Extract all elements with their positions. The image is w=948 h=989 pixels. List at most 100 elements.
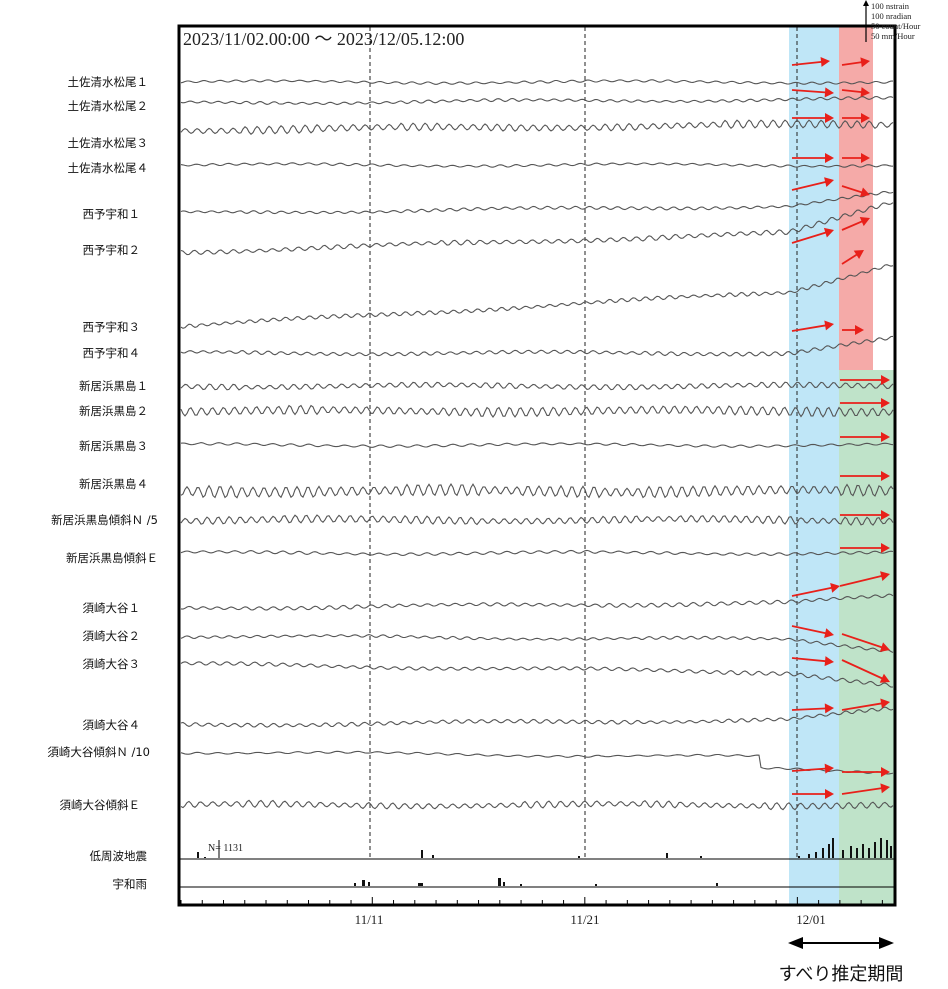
red-arrowhead-icon (881, 432, 890, 442)
red-arrowhead-icon (879, 673, 890, 683)
red-arrowhead-icon (824, 87, 834, 98)
red-arrow-shaft (841, 61, 863, 66)
series-trace (180, 799, 894, 811)
red-arrowhead-icon (820, 56, 830, 67)
series-label: 新居浜黒島４ (79, 477, 148, 491)
x-tick-label: 12/01 (796, 912, 826, 927)
lfe-bar (798, 856, 800, 858)
series-label: 土佐清水松尾４ (68, 161, 149, 175)
lfe-bar (808, 854, 810, 858)
rain-bar (418, 883, 423, 886)
red-arrowhead-icon (880, 571, 890, 581)
series-trace (180, 549, 894, 557)
series-trace (180, 750, 894, 775)
x-tick-label: 11/21 (570, 912, 599, 927)
series-label: 西予宇和１ (83, 207, 141, 221)
series-label: 新居浜黒島傾斜Ｎ /5 (51, 513, 158, 527)
lfe-bar (868, 848, 870, 858)
slip-period-bracket: すべり推定期間 (779, 937, 904, 985)
red-arrow-shaft (791, 89, 827, 94)
red-arrowhead-icon (881, 471, 890, 481)
slip-period-label: すべり推定期間 (779, 964, 904, 985)
vertical-gridlines (369, 27, 798, 858)
red-arrow-shaft (791, 586, 834, 597)
lfe-bar (856, 848, 858, 858)
series-trace (180, 381, 894, 391)
red-arrowhead-icon (825, 789, 834, 799)
series-label: 西予宇和４ (83, 346, 141, 360)
rain-bar (362, 880, 365, 886)
red-arrow-shaft (791, 657, 827, 663)
series-label: 須崎大谷３ (83, 657, 141, 671)
red-arrowhead-icon (881, 543, 890, 553)
shaded-period (839, 27, 873, 370)
red-arrowhead-icon (824, 177, 834, 187)
red-arrow-shaft (841, 633, 884, 649)
red-arrowhead-icon (881, 398, 890, 408)
series-label: 須崎大谷傾斜Ｅ (60, 798, 141, 812)
trend-arrows (791, 56, 890, 799)
red-arrow-shaft (841, 659, 884, 680)
red-arrow-shaft (841, 185, 864, 194)
red-arrow-shaft (791, 324, 828, 332)
scale-legend-line-2: 100 nradian (871, 11, 912, 21)
red-arrowhead-icon (880, 698, 890, 709)
scale-legend-line-3: 50 count/Hour (871, 21, 921, 31)
series-label: 低周波地震 (90, 849, 148, 863)
red-arrow-shaft (841, 253, 859, 265)
series-label: 新居浜黒島１ (79, 379, 148, 393)
lfe-bar (666, 853, 668, 858)
period-arrowhead-right-icon (879, 937, 894, 949)
series-label: 須崎大谷１ (83, 601, 141, 615)
series-trace (180, 514, 894, 526)
red-arrowhead-icon (881, 510, 890, 520)
red-arrowhead-icon (825, 153, 834, 163)
red-arrowhead-icon (830, 582, 840, 593)
lfe-bar (890, 846, 892, 858)
red-arrowhead-icon (881, 767, 890, 777)
series-trace (180, 442, 894, 448)
red-arrow-shaft (839, 574, 884, 587)
red-arrowhead-icon (861, 153, 870, 163)
series-label: 新居浜黒島傾斜Ｅ (66, 551, 158, 565)
red-arrowhead-icon (860, 87, 870, 98)
series-trace (180, 593, 894, 611)
series-trace (180, 706, 894, 728)
rain-bar (520, 884, 522, 886)
series-label: 須崎大谷４ (83, 718, 141, 732)
chart-title: 2023/11/02.00:00 ～ 2023/12/05.12:00 (183, 29, 464, 49)
scale-legend: 100 nstrain 100 nradian 50 count/Hour 50… (863, 0, 921, 42)
series-label: 須崎大谷２ (83, 629, 141, 643)
shaded-period (839, 370, 894, 905)
series-trace (180, 634, 894, 653)
red-arrowhead-icon (880, 783, 890, 794)
lfe-bar (874, 842, 876, 858)
red-arrow-shaft (791, 625, 828, 635)
series-label: 宇和雨 (113, 877, 148, 891)
red-arrow-shaft (791, 60, 823, 66)
series-trace (180, 162, 894, 168)
lfe-count-label: N= 1131 (208, 843, 243, 854)
red-arrow-shaft (791, 707, 827, 711)
series-traces (180, 79, 894, 886)
red-arrowhead-icon (859, 216, 870, 227)
lfe-bar (886, 840, 888, 858)
lfe-bar (832, 838, 834, 858)
red-arrowhead-icon (859, 187, 870, 198)
rain-bar (503, 882, 505, 886)
red-arrowhead-icon (853, 250, 864, 260)
red-arrow-shaft (841, 702, 884, 711)
series-label: 新居浜黒島３ (79, 439, 148, 453)
series-label: 土佐清水松尾２ (68, 99, 149, 113)
series-trace (180, 79, 893, 85)
series-trace (180, 202, 894, 256)
series-label: 土佐清水松尾３ (68, 136, 149, 150)
lfe-bar (204, 857, 206, 858)
series-label: 土佐清水松尾１ (68, 75, 149, 89)
series-trace (180, 483, 894, 499)
red-arrowhead-icon (881, 375, 890, 385)
lfe-bar (862, 844, 864, 858)
lfe-bar (578, 856, 580, 858)
red-arrowhead-icon (824, 656, 834, 667)
